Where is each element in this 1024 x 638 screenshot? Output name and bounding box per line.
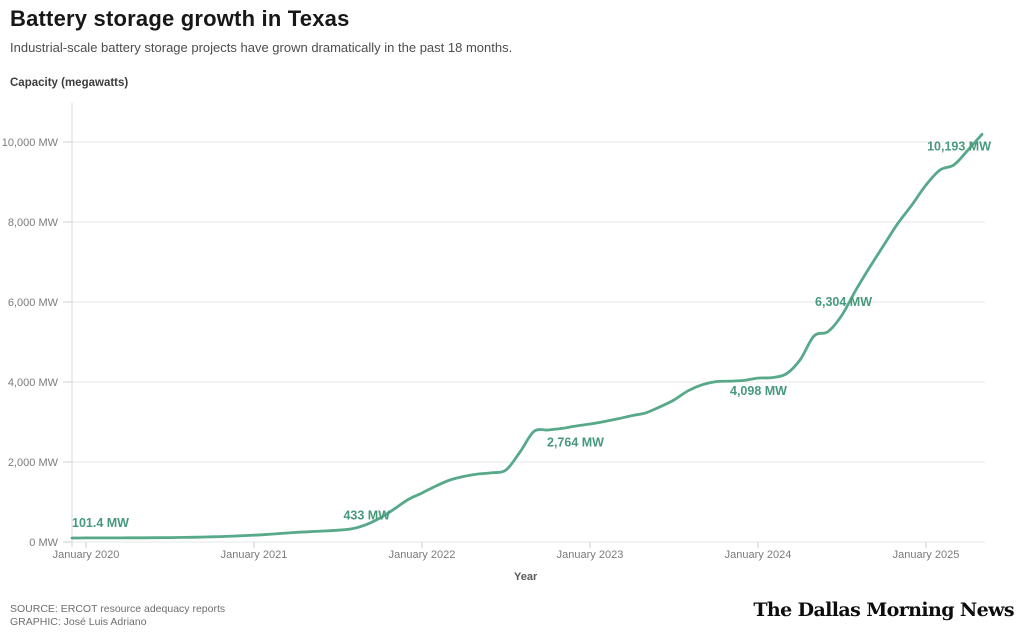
y-tick-label: 6,000 MW — [8, 297, 59, 309]
data-point-label: 4,098 MW — [730, 384, 787, 398]
x-tick-label: January 2024 — [725, 549, 792, 561]
y-tick-label: 10,000 MW — [2, 137, 59, 149]
data-point-label: 101.4 MW — [72, 516, 129, 530]
x-tick-label: January 2022 — [389, 549, 456, 561]
x-axis-title: Year — [514, 571, 538, 583]
x-tick-label: January 2025 — [893, 549, 960, 561]
data-line — [70, 132, 984, 540]
x-tick-labels: January 2020 January 2021 January 2022 Janu… — [53, 549, 960, 561]
y-tick-label: 2,000 MW — [8, 457, 59, 469]
y-tick-label: 4,000 MW — [8, 377, 59, 389]
y-axis-title: Capacity (megawatts) — [10, 77, 129, 89]
graphic-credit: GRAPHIC: José Luis Adriano — [10, 616, 147, 628]
data-point-label: 6,304 MW — [815, 295, 872, 309]
dallas-morning-news-logo: The Dallas Morning News — [753, 599, 1014, 621]
x-tick-label: January 2021 — [221, 549, 288, 561]
axes — [63, 103, 927, 548]
page-subtitle: Industrial-scale battery storage project… — [10, 40, 513, 55]
x-tick-label: January 2023 — [557, 549, 624, 561]
gridlines — [72, 141, 985, 543]
y-tick-label: 0 MW — [29, 537, 58, 549]
data-callouts: 101.4 MW 433 MW 2,764 MW 4,098 MW 6,304 MW 10… — [72, 139, 991, 530]
page-title: Battery storage growth in Texas — [10, 6, 350, 31]
data-point-label: 10,193 MW — [927, 139, 991, 153]
x-tick-label: January 2020 — [53, 549, 120, 561]
data-point-label: 2,764 MW — [547, 435, 604, 449]
y-tick-labels: 0 MW 2,000 MW 4,000 MW 6,000 MW 8,000 MW 10,0… — [2, 137, 59, 549]
capacity-line — [70, 132, 984, 540]
y-tick-label: 8,000 MW — [8, 217, 59, 229]
data-point-label: 433 MW — [343, 509, 390, 523]
source-credit: SOURCE: ERCOT resource adequacy reports — [10, 603, 226, 615]
